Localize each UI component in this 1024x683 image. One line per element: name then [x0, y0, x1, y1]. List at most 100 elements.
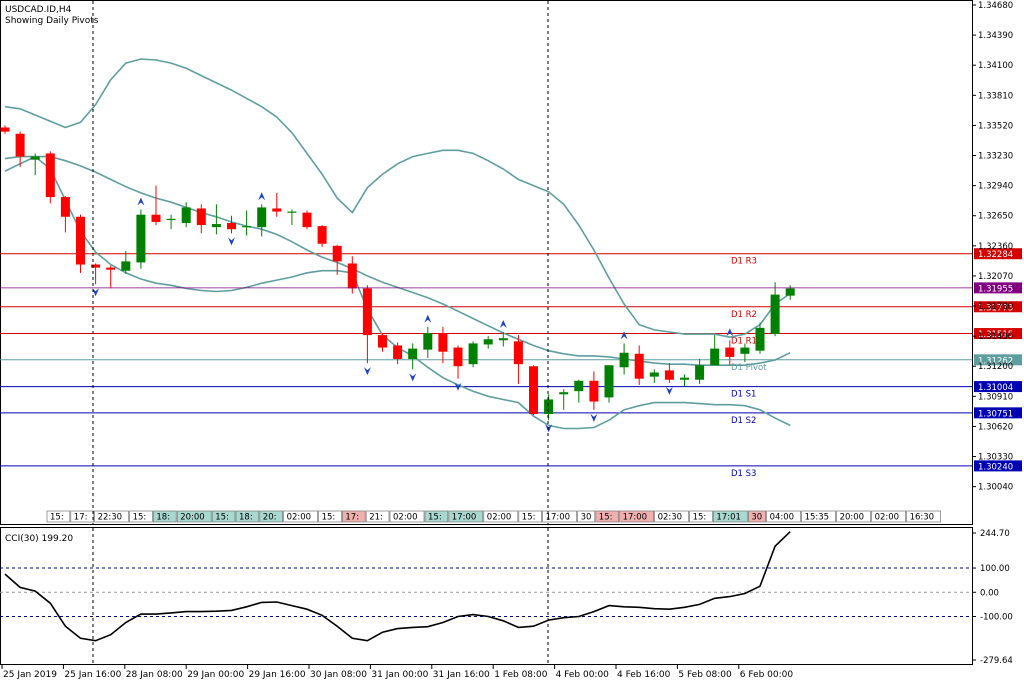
price-tick-label: 1.31200 [978, 362, 1013, 372]
candle-body [317, 226, 327, 244]
candle-body [257, 207, 267, 228]
pivot-lines: D1 R3 1.32284 D1 R2 1.31773 D1 R1 1.31515 D1 P… [0, 248, 1022, 479]
pivot-label: D1 Pivot [731, 363, 767, 373]
time-box [619, 510, 654, 523]
candle-body [574, 380, 584, 392]
candle-body [91, 264, 101, 268]
time-box-label: 18: [156, 513, 170, 523]
candle-body [227, 222, 236, 230]
price-tick-label: 1.31490 [978, 332, 1013, 342]
cci-tick-label: 0.00 [980, 588, 999, 598]
time-box-label: 02:00 [393, 513, 418, 523]
time-box [318, 510, 342, 523]
middle-band [4, 155, 791, 367]
price-tick-label: 1.32940 [978, 182, 1013, 192]
time-tick-label: 5 Feb 08:00 [678, 670, 732, 680]
time-box-label: 15: [522, 513, 536, 523]
fractal-up-marker [137, 197, 145, 206]
pivot-price-box [974, 328, 1022, 340]
pivot-label: D1 S3 [731, 469, 756, 479]
candle-body [106, 267, 116, 270]
time-box [595, 510, 619, 523]
fractal-up-marker [726, 328, 734, 337]
candle-body [408, 348, 418, 359]
candle-body [695, 365, 705, 380]
cci-title: CCI(30) 199.20 [5, 534, 73, 544]
fractal-down-marker [228, 237, 235, 246]
time-box [766, 510, 801, 523]
candle-body [60, 197, 70, 217]
time-box-label: 15: [133, 513, 147, 523]
upper-band [4, 58, 791, 339]
time-axis: 25 Jan 2019 25 Jan 16:00 28 Jan 08:00 29 Ja… [1, 665, 794, 680]
time-box [518, 510, 542, 523]
time-box [365, 510, 390, 523]
time-box-label: 17: [74, 513, 88, 523]
candle-body [755, 327, 765, 351]
price-tick-label: 1.30040 [978, 483, 1013, 493]
candle-body [181, 207, 191, 223]
candle-body [483, 339, 493, 345]
time-box-label: 15: [599, 513, 613, 523]
time-box [801, 510, 836, 523]
pivot-price-box [974, 354, 1022, 366]
time-box-label: 15: [50, 513, 64, 523]
fractal-up-marker [499, 319, 507, 328]
time-box-label: 02:30 [658, 513, 683, 523]
fractal-down-marker [92, 288, 100, 297]
time-box-label: 15: [215, 513, 229, 523]
current-price-box [974, 282, 1022, 294]
time-tick-label: 31 Jan 00:00 [371, 670, 428, 680]
time-box-label: 02:00 [875, 513, 900, 523]
candle-body [15, 133, 25, 157]
time-box [713, 510, 748, 523]
candle-body [196, 208, 206, 226]
time-box-label: 20:00 [840, 513, 865, 523]
candle-body [770, 294, 780, 335]
candle-body [30, 156, 40, 160]
time-tick-label: 6 Feb 00:00 [740, 670, 794, 680]
time-tick-label: 29 Jan 16:00 [249, 670, 306, 680]
pivot-price-box [974, 407, 1022, 419]
pivot-price-box [974, 381, 1022, 393]
candle-body [604, 365, 614, 398]
time-box [836, 510, 871, 523]
candle-body [272, 208, 282, 212]
price-tick-label: 1.31780 [978, 302, 1013, 312]
time-box [654, 510, 689, 523]
indicator-panel [0, 527, 973, 665]
price-tick-label: 1.34100 [978, 61, 1013, 71]
candle-body [332, 245, 342, 262]
price-tick-label: 1.30910 [978, 392, 1013, 402]
pivot-price-label: 1.31262 [978, 356, 1013, 366]
time-box [94, 510, 129, 523]
time-box-label: 15: [428, 513, 442, 523]
pivot-price-box [974, 248, 1022, 260]
candlestick-series: 1.31955 [0, 125, 1022, 421]
time-box [871, 510, 906, 523]
candle-body [619, 352, 629, 368]
price-tick-label: 1.33810 [978, 91, 1013, 101]
candle-body [347, 263, 357, 289]
candle-body [740, 347, 750, 354]
candle-body [211, 224, 221, 228]
pivot-price-label: 1.31515 [978, 330, 1013, 340]
pivot-label: D1 S2 [731, 416, 756, 426]
fractal-up-marker [424, 314, 432, 323]
time-box [70, 510, 94, 523]
time-box-label: 17:00 [623, 513, 648, 523]
candle-body [121, 261, 131, 271]
price-tick-label: 1.34390 [978, 31, 1013, 41]
pivot-price-box [974, 301, 1022, 313]
candle-body [438, 333, 448, 352]
pivot-price-label: 1.31004 [978, 383, 1013, 393]
fractal-up-marker [620, 331, 628, 340]
time-box [689, 510, 713, 523]
time-box-label: 02:00 [487, 513, 512, 523]
candle-body [302, 212, 312, 228]
time-box-label: 16:30 [910, 513, 935, 523]
time-box [46, 510, 71, 523]
pivot-label: D1 R1 [731, 337, 757, 347]
price-tick-label: 1.30330 [978, 453, 1013, 463]
